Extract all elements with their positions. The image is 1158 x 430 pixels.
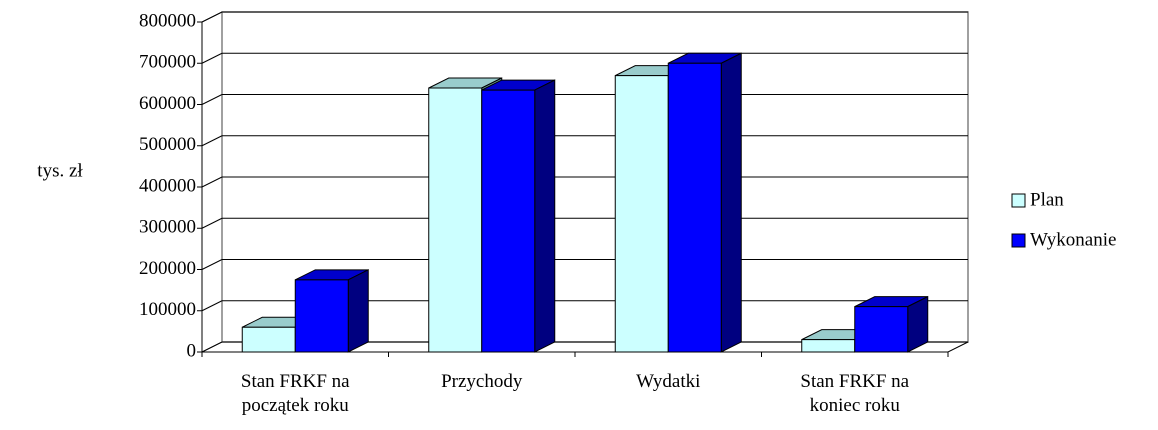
legend-swatch <box>1011 233 1026 248</box>
bar-face <box>534 79 556 353</box>
legend-label: Wykonanie <box>1030 229 1116 250</box>
x-tick-label: Przychody <box>441 371 523 392</box>
legend-swatch <box>1011 193 1026 208</box>
bar <box>481 79 556 353</box>
x-tick-label: Stan FRKF na początek roku <box>240 371 350 416</box>
bar-face <box>614 75 669 353</box>
grid-line <box>201 11 223 23</box>
y-tick-label: 300000 <box>139 217 196 238</box>
bar-face <box>294 279 349 353</box>
bar-face <box>241 326 296 353</box>
grid-line <box>201 94 223 105</box>
grid-line <box>201 341 223 353</box>
grid-line <box>201 52 223 64</box>
y-tick-label: 800000 <box>139 10 196 31</box>
bar <box>294 269 369 353</box>
bar-face <box>907 295 929 353</box>
grid-line <box>201 176 223 188</box>
bar-face <box>428 87 483 353</box>
y-tick-label: 200000 <box>139 258 196 279</box>
bar <box>667 52 742 353</box>
y-tick-label: 600000 <box>139 93 196 114</box>
y-tick-label: 700000 <box>139 52 196 73</box>
y-tick-label: 400000 <box>139 175 196 196</box>
bar-face <box>667 62 722 353</box>
x-tick-label: Wydatki <box>636 371 701 392</box>
y-axis-label: tys. zł <box>37 160 83 181</box>
grid-line <box>201 135 223 147</box>
bar-face <box>481 89 536 353</box>
legend-label: Plan <box>1030 189 1064 210</box>
bar-face <box>801 339 856 353</box>
y-tick-label: 500000 <box>139 134 196 155</box>
grid-line <box>201 217 223 229</box>
bar-face <box>854 306 909 353</box>
grid-line <box>201 300 223 312</box>
grid-line <box>201 259 223 270</box>
bar-face <box>720 52 742 353</box>
y-tick-label: 100000 <box>139 299 196 320</box>
bar <box>854 295 929 353</box>
bar-face <box>347 269 369 353</box>
x-tick-label: Stan FRKF na koniec roku <box>800 371 910 416</box>
y-tick-label: 0 <box>187 340 197 361</box>
